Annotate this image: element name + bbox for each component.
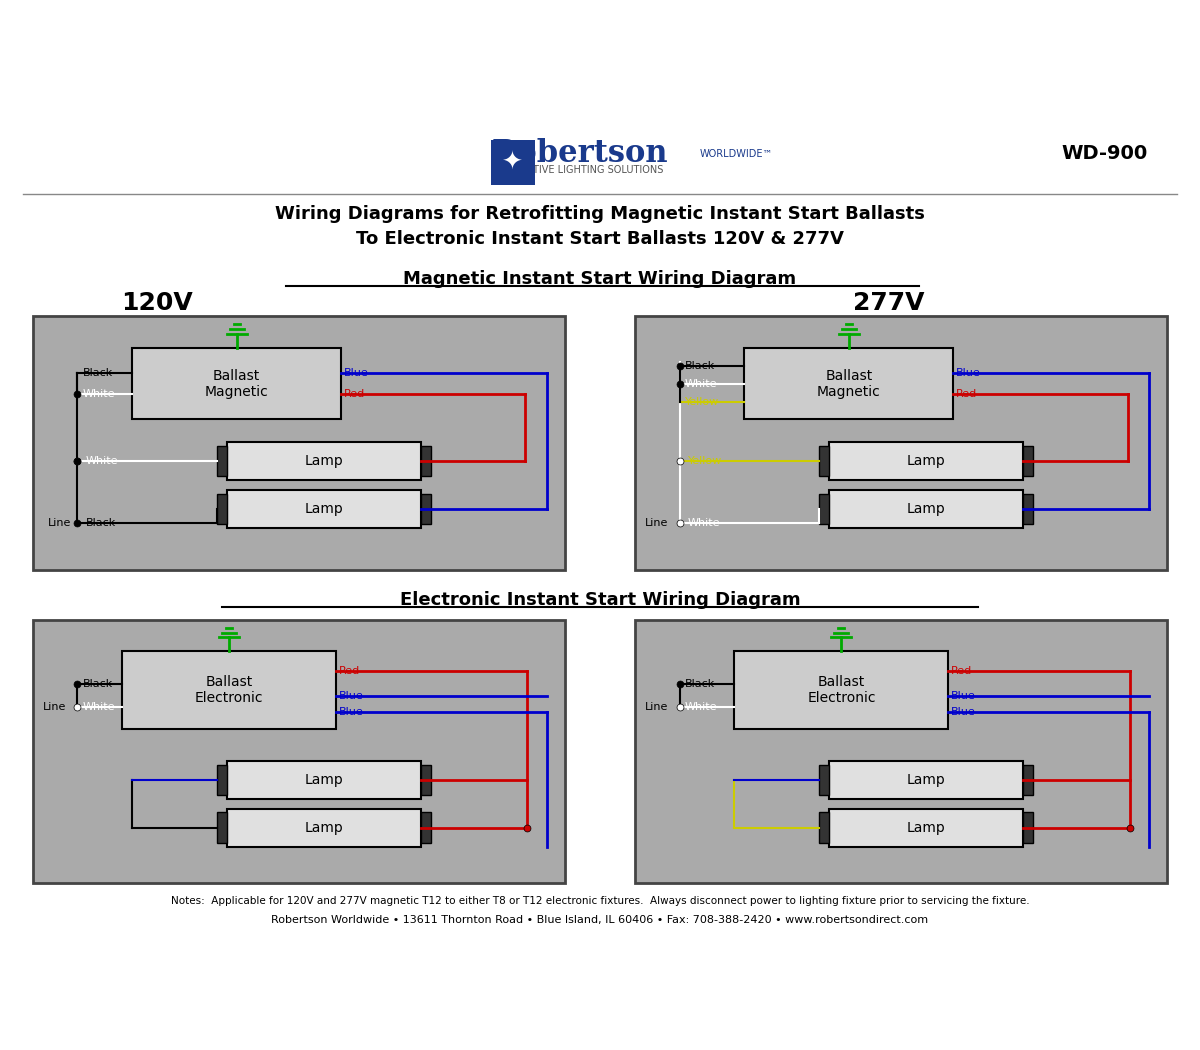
Text: Ballast: Ballast [214, 369, 260, 382]
Bar [635, 620, 1168, 883]
Text: Robertson: Robertson [492, 139, 668, 169]
Text: Lamp: Lamp [907, 455, 946, 468]
Bar [818, 813, 829, 843]
Text: White: White [85, 457, 118, 466]
Text: Yellow: Yellow [688, 457, 722, 466]
Text: Blue: Blue [956, 368, 982, 378]
Text: Black: Black [685, 361, 715, 371]
Text: White: White [83, 702, 115, 712]
Text: Black: Black [83, 368, 113, 378]
Bar [491, 140, 535, 185]
Bar [734, 651, 948, 729]
Text: Lamp: Lamp [907, 773, 946, 786]
Text: Red: Red [344, 390, 366, 399]
Text: Blue: Blue [344, 368, 368, 378]
Text: Black: Black [85, 518, 115, 528]
Text: INNOVATIVE LIGHTING SOLUTIONS: INNOVATIVE LIGHTING SOLUTIONS [497, 165, 664, 174]
Bar [1024, 813, 1033, 843]
Bar [744, 348, 953, 420]
Text: Lamp: Lamp [305, 502, 343, 516]
Bar [818, 494, 829, 524]
Text: WD-900: WD-900 [1061, 144, 1147, 163]
Bar [818, 764, 829, 795]
Text: Magnetic: Magnetic [205, 384, 269, 399]
Bar [217, 813, 227, 843]
Bar [829, 761, 1024, 799]
Text: Electronic Instant Start Wiring Diagram: Electronic Instant Start Wiring Diagram [400, 591, 800, 609]
Text: Magnetic Instant Start Wiring Diagram: Magnetic Instant Start Wiring Diagram [403, 270, 797, 288]
Text: Lamp: Lamp [305, 455, 343, 468]
Bar [227, 761, 421, 799]
Bar [227, 442, 421, 480]
Text: Blue: Blue [952, 691, 976, 700]
Text: Ballast: Ballast [817, 675, 865, 689]
Bar [217, 446, 227, 477]
Text: Black: Black [685, 679, 715, 689]
Text: Lamp: Lamp [907, 821, 946, 835]
Text: Blue: Blue [952, 707, 976, 717]
Text: Yellow: Yellow [685, 397, 719, 406]
Text: Line: Line [48, 518, 71, 528]
Text: Red: Red [340, 666, 360, 676]
Text: 120V: 120V [121, 291, 193, 315]
Text: Magnetic: Magnetic [817, 384, 881, 399]
Text: Blue: Blue [340, 691, 364, 700]
Bar [32, 316, 565, 570]
Bar [421, 764, 431, 795]
Text: Electronic: Electronic [194, 691, 264, 706]
Text: WORLDWIDE™: WORLDWIDE™ [700, 149, 773, 159]
Text: ✦: ✦ [502, 151, 523, 174]
Bar [421, 446, 431, 477]
Text: Line: Line [644, 518, 668, 528]
Text: White: White [83, 390, 115, 399]
Text: Blue: Blue [340, 707, 364, 717]
Text: Red: Red [956, 390, 978, 399]
Text: White: White [688, 518, 720, 528]
Text: Lamp: Lamp [907, 502, 946, 516]
Bar [829, 490, 1024, 528]
Bar [829, 442, 1024, 480]
Text: Lamp: Lamp [305, 773, 343, 786]
Text: Red: Red [952, 666, 973, 676]
Bar [1024, 446, 1033, 477]
Bar [217, 764, 227, 795]
Text: Line: Line [42, 702, 66, 712]
Bar [635, 316, 1168, 570]
Text: Notes:  Applicable for 120V and 277V magnetic T12 to either T8 or T12 electronic: Notes: Applicable for 120V and 277V magn… [170, 897, 1030, 906]
Text: White: White [685, 379, 718, 388]
Text: Wiring Diagrams for Retrofitting Magnetic Instant Start Ballasts
To Electronic I: Wiring Diagrams for Retrofitting Magneti… [275, 205, 925, 248]
Bar [227, 808, 421, 846]
Text: Electronic: Electronic [808, 691, 876, 706]
Bar [421, 494, 431, 524]
Text: Black: Black [83, 679, 113, 689]
Text: Ballast: Ballast [826, 369, 872, 382]
Bar [32, 620, 565, 883]
Bar [421, 813, 431, 843]
Text: Robertson Worldwide • 13611 Thornton Road • Blue Island, IL 60406 • Fax: 708-388: Robertson Worldwide • 13611 Thornton Roa… [271, 916, 929, 925]
Text: 277V: 277V [853, 291, 924, 315]
Bar [1024, 764, 1033, 795]
Bar [217, 494, 227, 524]
Bar [122, 651, 336, 729]
Text: Line: Line [644, 702, 668, 712]
Bar [227, 490, 421, 528]
Text: Lamp: Lamp [305, 821, 343, 835]
Bar [829, 808, 1024, 846]
Bar [132, 348, 341, 420]
Text: White: White [685, 702, 718, 712]
Bar [1024, 494, 1033, 524]
Text: Ballast: Ballast [205, 675, 253, 689]
Bar [818, 446, 829, 477]
